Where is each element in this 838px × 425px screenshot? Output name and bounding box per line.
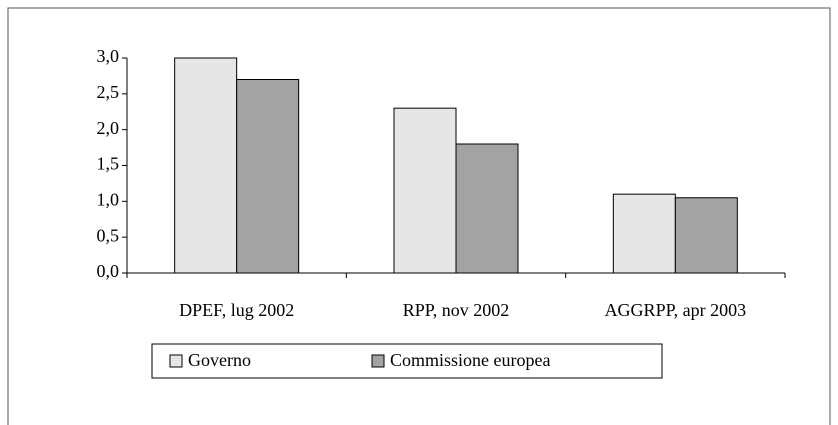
y-tick-label: 0,0 [97, 261, 120, 281]
bar [236, 79, 300, 274]
y-tick-label: 1,5 [97, 154, 120, 174]
bar [674, 197, 738, 274]
bar [174, 57, 238, 274]
legend-box [151, 343, 663, 379]
legend-label: Governo [188, 350, 251, 370]
bar [393, 107, 457, 274]
bar [612, 193, 676, 274]
y-tick-label: 0,5 [97, 225, 120, 245]
bar [455, 143, 519, 274]
legend-label: Commissione europea [390, 350, 550, 370]
y-tick-label: 3,0 [97, 46, 120, 66]
legend-swatch [169, 354, 183, 368]
x-tick-label: AGGRPP, apr 2003 [605, 300, 747, 320]
x-tick-label: DPEF, lug 2002 [179, 300, 294, 320]
y-tick-label: 1,0 [97, 189, 120, 209]
legend-swatch [371, 354, 385, 368]
x-tick-label: RPP, nov 2002 [403, 300, 510, 320]
y-tick-label: 2,0 [97, 118, 120, 138]
chart-frame [7, 7, 831, 425]
y-tick-label: 2,5 [97, 82, 120, 102]
